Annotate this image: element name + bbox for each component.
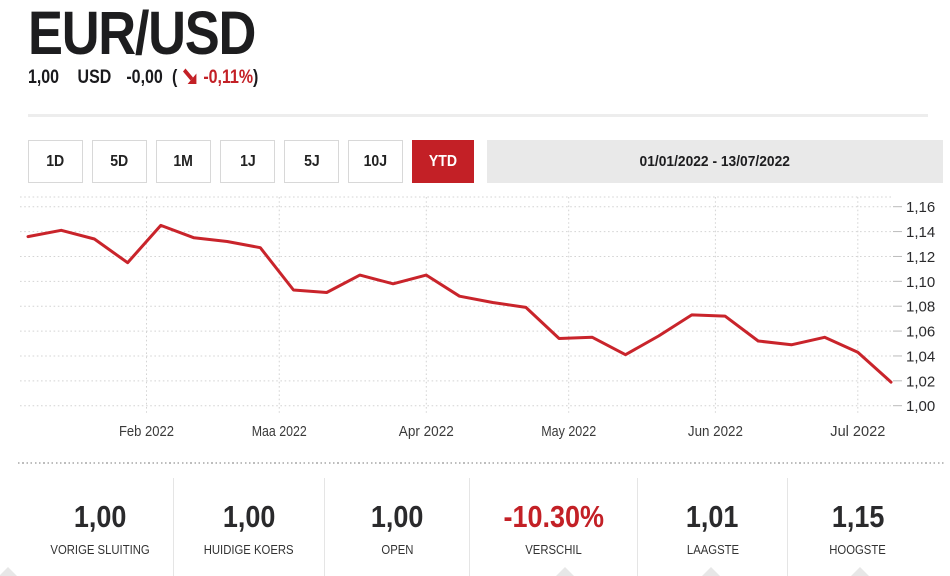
x-month-label: Maa 2022 — [252, 423, 307, 440]
y-tick-label: 1,12 — [906, 249, 935, 266]
y-tick-label: 1,16 — [906, 199, 935, 216]
y-tick-label: 1,00 — [906, 398, 935, 415]
stats-row: 1,00 VORIGE SLUITING 1,00 HUIDIGE KOERS 1,00… — [0, 478, 950, 576]
stat-hoogste: 1,15 HOOGSTE — [788, 478, 950, 576]
stat-label: HUIDIGE KOERS — [204, 542, 294, 557]
price-summary: 1,00 USD -0,00 ( -0,11%) — [28, 66, 258, 90]
range-button-10j[interactable]: 10J — [348, 140, 403, 183]
x-month-label: Jun 2022 — [688, 423, 743, 440]
caret-up-icon — [0, 567, 18, 576]
range-button-ytd[interactable]: YTD — [412, 140, 474, 183]
range-buttons: 1D 5D 1M 1J 5J 10J YTD — [28, 140, 474, 183]
x-month-label: Jul 2022 — [830, 423, 885, 440]
range-button-label: 10J — [363, 152, 388, 170]
y-tick-label: 1,04 — [906, 348, 935, 365]
price-line-series — [26, 223, 893, 384]
current-price: 1,00 — [28, 67, 60, 88]
stat-value: -10.30% — [503, 499, 604, 534]
stat-laagste: 1,01 LAAGSTE — [638, 478, 788, 576]
range-button-label: YTD — [428, 152, 458, 170]
stat-value: 1,00 — [222, 499, 276, 534]
range-button-5d[interactable]: 5D — [92, 140, 147, 183]
range-button-label: 5J — [303, 152, 320, 170]
stat-value: 1,15 — [831, 499, 885, 534]
stats-divider — [18, 462, 945, 464]
chart-axis-labels: 1,16 1,14 1,12 1,10 1,08 1,06 1,04 1,02 1,00 Feb … — [119, 199, 935, 440]
stat-value: 1,00 — [370, 499, 424, 534]
stat-value: 1,01 — [686, 499, 739, 534]
y-tick-label: 1,10 — [906, 274, 935, 291]
date-range-text: 01/01/2022 - 13/07/2022 — [639, 153, 791, 170]
caret-up-icon — [555, 567, 575, 576]
y-tick-label: 1,14 — [906, 224, 935, 241]
stat-label: VORIGE SLUITING — [50, 542, 151, 557]
y-tick-label: 1,02 — [906, 373, 935, 390]
x-month-label: Feb 2022 — [119, 423, 174, 440]
x-month-label: May 2022 — [541, 423, 596, 440]
range-button-1d[interactable]: 1D — [28, 140, 83, 183]
range-button-1j[interactable]: 1J — [220, 140, 275, 183]
change-percent: -0,11% — [203, 67, 254, 88]
y-tick-label: 1,06 — [906, 324, 935, 341]
range-button-label: 1D — [46, 152, 65, 170]
southeast-arrow-icon — [182, 67, 199, 88]
stat-value: 1,00 — [74, 499, 127, 534]
price-chart[interactable]: 1,16 1,14 1,12 1,10 1,08 1,06 1,04 1,02 1,00 Feb … — [0, 190, 950, 450]
close-paren: ) — [253, 67, 259, 88]
stat-label: HOOGSTE — [829, 542, 887, 557]
chart-gridlines — [20, 196, 902, 415]
stat-open: 1,00 OPEN — [325, 478, 470, 576]
date-range-bar: 01/01/2022 - 13/07/2022 — [487, 140, 943, 183]
range-button-label: 5D — [110, 152, 129, 170]
currency-label: USD — [77, 67, 112, 88]
stat-label: OPEN — [380, 542, 414, 557]
price-change: -0,00 — [126, 67, 163, 88]
range-button-5j[interactable]: 5J — [284, 140, 339, 183]
header-divider — [28, 114, 928, 117]
stat-verschil: -10.30% VERSCHIL — [470, 478, 638, 576]
x-month-label: Apr 2022 — [399, 423, 454, 440]
y-tick-label: 1,08 — [906, 299, 935, 316]
range-button-label: 1J — [239, 152, 256, 170]
open-paren: ( — [171, 67, 178, 88]
range-button-1m[interactable]: 1M — [156, 140, 211, 183]
stat-vorige-sluiting: 1,00 VORIGE SLUITING — [0, 478, 174, 576]
stat-label: LAAGSTE — [686, 542, 739, 557]
page-title: EUR/USD — [28, 0, 256, 67]
range-button-label: 1M — [173, 152, 194, 170]
caret-up-icon — [850, 567, 870, 576]
stat-label: VERSCHIL — [525, 542, 582, 557]
caret-up-icon — [701, 567, 721, 576]
stat-huidige-koers: 1,00 HUIDIGE KOERS — [174, 478, 325, 576]
